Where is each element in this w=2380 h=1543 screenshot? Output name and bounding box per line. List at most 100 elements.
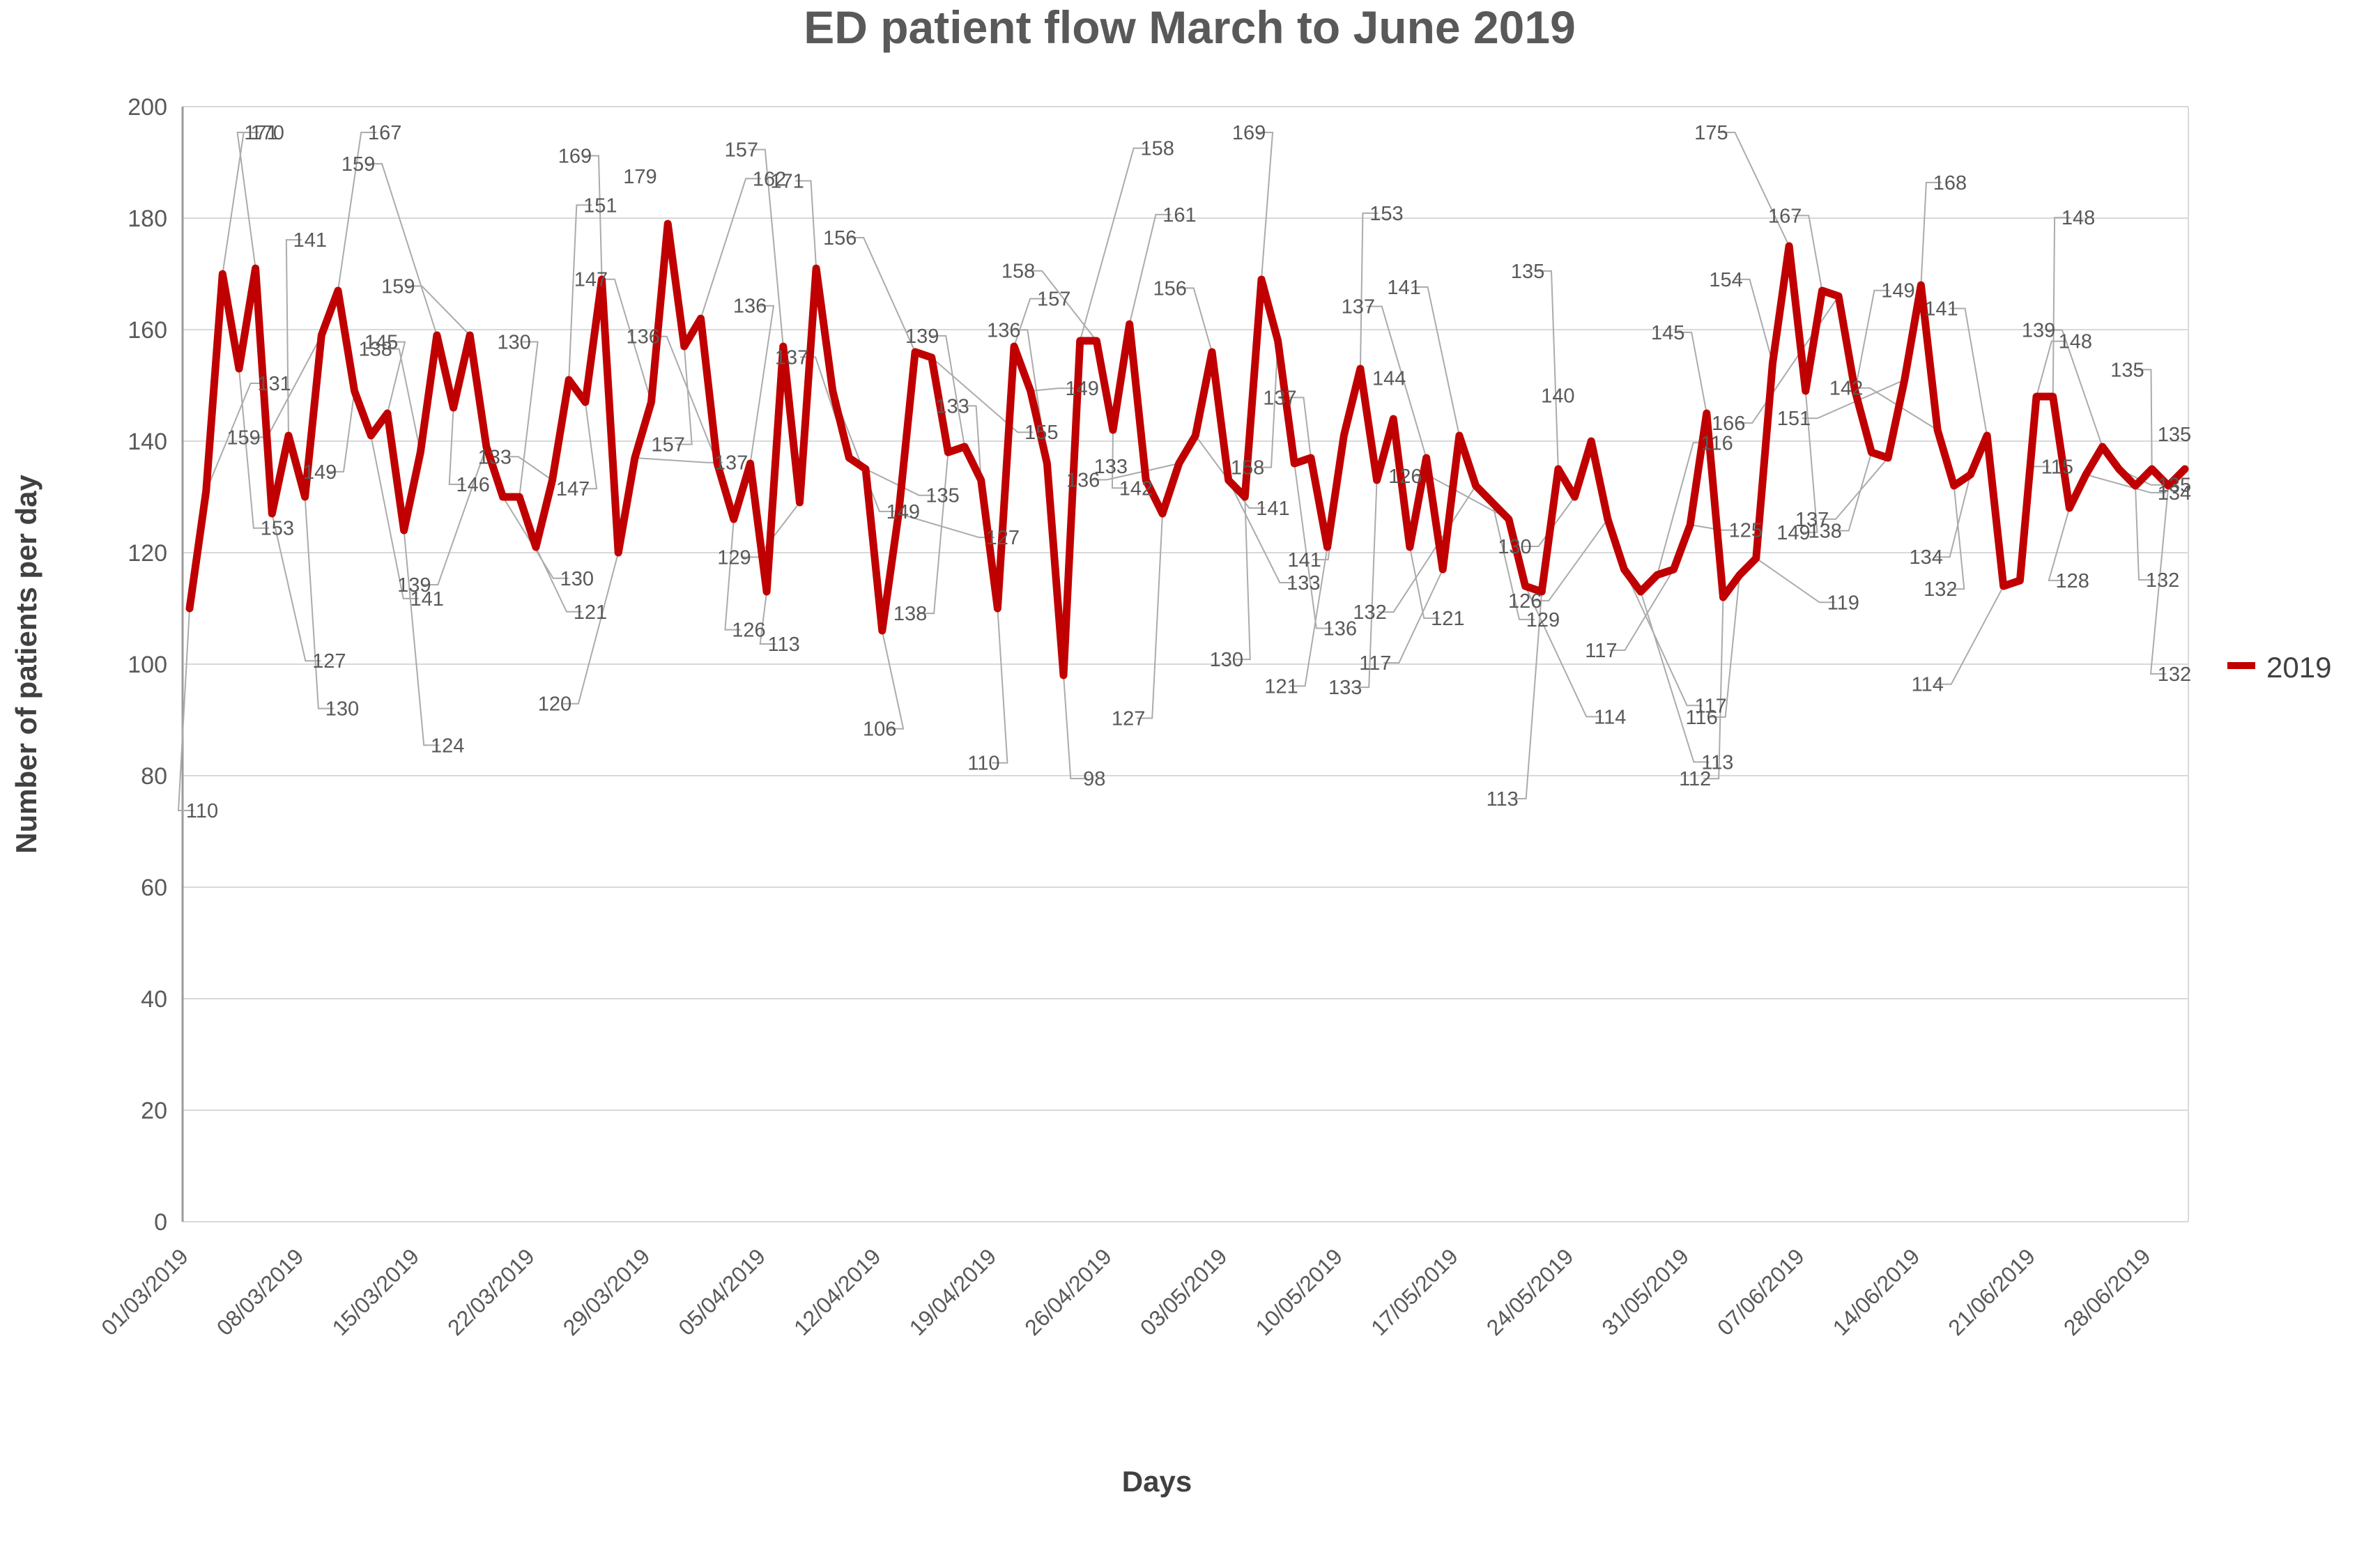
data-label: 129 [717, 546, 751, 569]
data-label: 126 [1388, 466, 1422, 488]
x-tick-label: 01/03/2019 [96, 1243, 193, 1340]
data-label: 133 [1287, 572, 1320, 594]
data-label: 132 [2146, 569, 2179, 592]
x-tick-label: 29/03/2019 [558, 1243, 655, 1340]
data-label: 117 [1695, 695, 1727, 717]
y-axis-title: Number of patients per day [10, 474, 43, 853]
y-tick-label: 120 [128, 540, 167, 567]
data-label: 141 [293, 229, 327, 252]
x-tick-label: 31/05/2019 [1597, 1243, 1694, 1340]
data-label: 158 [1140, 138, 1174, 160]
data-label: 156 [1153, 277, 1187, 300]
data-label: 137 [775, 346, 808, 369]
data-labels: 1101311701531711271411301591671491411451… [186, 122, 2191, 822]
data-label: 130 [1210, 649, 1243, 671]
data-label-leader-lines [177, 132, 2170, 811]
data-label: 135 [1511, 261, 1544, 283]
data-label: 141 [1287, 549, 1321, 571]
data-label: 113 [768, 634, 800, 656]
x-tick-label: 07/06/2019 [1712, 1243, 1809, 1340]
data-label: 116 [1701, 432, 1733, 454]
x-tick-label: 21/06/2019 [1943, 1243, 2040, 1340]
data-label: 126 [732, 620, 765, 642]
chart-title: ED patient flow March to June 2019 [804, 1, 1576, 53]
x-tick-label: 28/06/2019 [2059, 1243, 2156, 1340]
data-label: 136 [987, 319, 1020, 341]
data-label: 161 [1162, 204, 1196, 227]
y-tick-label: 80 [141, 763, 167, 790]
data-label: 135 [926, 485, 959, 507]
data-label: 136 [733, 295, 767, 318]
data-label: 124 [431, 735, 464, 757]
data-label: 153 [1369, 203, 1403, 225]
y-tick-label: 180 [128, 206, 167, 232]
data-label: 141 [1924, 298, 1958, 321]
data-label: 120 [538, 693, 571, 716]
x-tick-label: 12/04/2019 [789, 1243, 886, 1340]
data-label: 141 [1387, 277, 1420, 299]
data-label: 113 [1701, 751, 1733, 774]
data-label: 127 [1112, 707, 1145, 730]
data-label: 167 [368, 122, 401, 144]
data-label: 169 [558, 145, 592, 167]
x-tick-label: 22/03/2019 [443, 1243, 539, 1340]
data-label: 170 [251, 122, 284, 144]
data-label: 135 [2158, 475, 2191, 497]
data-label: 159 [381, 276, 415, 298]
data-label: 137 [1795, 509, 1829, 531]
data-label: 121 [574, 601, 607, 624]
data-label: 132 [1924, 578, 1957, 601]
y-tick-label: 140 [128, 429, 167, 455]
data-label: 145 [364, 332, 398, 354]
data-label: 149 [1065, 378, 1098, 400]
data-label: 138 [893, 603, 927, 625]
data-label: 149 [1776, 522, 1810, 544]
data-label: 133 [935, 395, 969, 417]
x-tick-label: 24/05/2019 [1482, 1243, 1579, 1340]
data-label: 141 [410, 588, 444, 611]
data-label: 157 [725, 139, 758, 162]
data-label: 157 [652, 434, 685, 456]
x-tick-label: 08/03/2019 [212, 1243, 309, 1340]
data-label: 142 [1119, 477, 1153, 500]
data-label: 156 [823, 227, 857, 250]
data-label: 119 [1827, 592, 1859, 614]
data-label: 154 [1709, 269, 1742, 291]
data-series-line [185, 220, 2189, 680]
data-label: 134 [1909, 546, 1942, 569]
data-label: 151 [583, 194, 617, 217]
data-label: 147 [556, 478, 590, 500]
x-tick-label: 26/04/2019 [1020, 1243, 1116, 1340]
data-label: 155 [1024, 422, 1058, 444]
legend-series-label: 2019 [2266, 651, 2331, 684]
data-label: 139 [397, 574, 431, 597]
data-label: 139 [905, 325, 939, 348]
y-tick-label: 20 [141, 1098, 167, 1124]
y-tick-label: 100 [128, 652, 167, 678]
data-label: 130 [325, 698, 359, 721]
data-label: 106 [863, 719, 896, 741]
data-label: 147 [574, 269, 608, 291]
data-label: 149 [886, 501, 920, 523]
x-tick-label: 15/03/2019 [328, 1243, 424, 1340]
data-label: 114 [1594, 706, 1626, 728]
y-axis-tick-labels: 0 20 40 60 80 100 120 140 160 180 200 [128, 94, 167, 1236]
y-tick-label: 40 [141, 986, 167, 1013]
data-label: 140 [1541, 385, 1574, 408]
data-label: 159 [341, 153, 375, 176]
data-label: 130 [497, 332, 530, 354]
data-label: 121 [1264, 675, 1298, 698]
data-label: 133 [1094, 456, 1128, 478]
x-tick-label: 03/05/2019 [1135, 1243, 1232, 1340]
data-label: 171 [770, 170, 804, 192]
data-label: 138 [359, 339, 392, 361]
data-label: 179 [623, 166, 657, 188]
data-label: 133 [1328, 677, 1362, 699]
y-tick-label: 160 [128, 317, 167, 344]
data-label: 128 [2056, 570, 2089, 592]
data-label: 159 [227, 427, 260, 449]
data-label: 139 [2022, 320, 2055, 342]
data-label: 168 [1933, 172, 1967, 194]
